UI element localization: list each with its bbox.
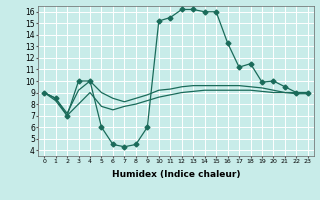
- X-axis label: Humidex (Indice chaleur): Humidex (Indice chaleur): [112, 170, 240, 179]
